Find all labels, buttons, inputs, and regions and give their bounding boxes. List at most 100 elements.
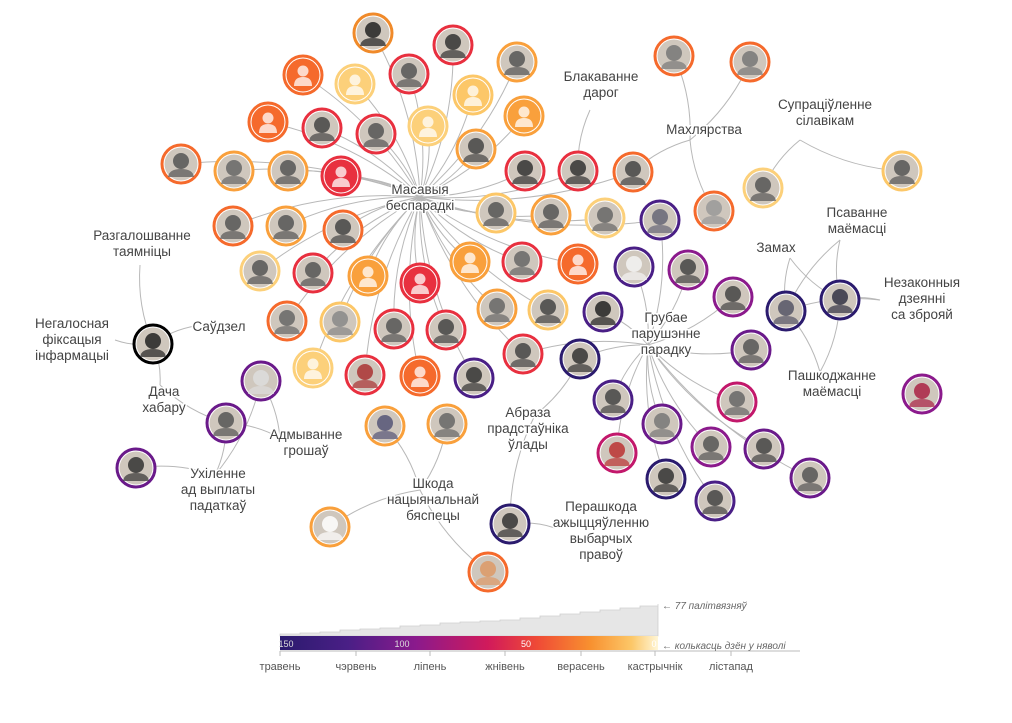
- prisoner-node[interactable]: [240, 360, 282, 402]
- face-shoulders-icon: [327, 327, 353, 335]
- prisoner-node[interactable]: [292, 252, 334, 294]
- prisoner-node[interactable]: [716, 381, 758, 423]
- prisoner-node[interactable]: [730, 329, 772, 371]
- prisoner-node[interactable]: [455, 128, 497, 170]
- prisoner-node[interactable]: [641, 403, 683, 445]
- prisoner-node[interactable]: [399, 355, 441, 397]
- prisoner-node[interactable]: [334, 63, 376, 105]
- prisoner-node[interactable]: [449, 241, 491, 283]
- prisoner-node[interactable]: [639, 199, 681, 241]
- prisoner-node[interactable]: [319, 301, 361, 343]
- prisoner-node[interactable]: [765, 290, 807, 332]
- prisoner-node[interactable]: [453, 357, 495, 399]
- prisoner-node[interactable]: [819, 279, 861, 321]
- prisoner-node[interactable]: [503, 95, 545, 137]
- prisoner-node[interactable]: [496, 41, 538, 83]
- prisoner-node[interactable]: [347, 255, 389, 297]
- prisoner-node[interactable]: [388, 53, 430, 95]
- prisoner-node[interactable]: [693, 190, 735, 232]
- prisoner-node[interactable]: [501, 241, 543, 283]
- prisoner-node[interactable]: [467, 551, 509, 593]
- prisoner-node[interactable]: [742, 167, 784, 209]
- prisoner-node[interactable]: [115, 447, 157, 489]
- prisoner-node[interactable]: [213, 150, 255, 192]
- prisoner-node[interactable]: [160, 143, 202, 185]
- prisoner-node[interactable]: [901, 373, 943, 415]
- prisoner-node[interactable]: [612, 151, 654, 193]
- charge-label-security: Шкода нацыянальнай бяспецы: [387, 476, 479, 523]
- prisoner-node[interactable]: [425, 309, 467, 351]
- prisoner-node[interactable]: [592, 379, 634, 421]
- prisoner-node[interactable]: [344, 354, 386, 396]
- prisoner-node[interactable]: [322, 209, 364, 251]
- prisoner-node[interactable]: [557, 243, 599, 285]
- face-shoulders-icon: [317, 532, 343, 540]
- prisoner-node[interactable]: [584, 197, 626, 239]
- charge-label-line: бяспецы: [406, 508, 460, 523]
- prisoner-node[interactable]: [265, 205, 307, 247]
- prisoner-node[interactable]: [476, 288, 518, 330]
- prisoner-node[interactable]: [557, 150, 599, 192]
- prisoner-node-layer: [115, 12, 943, 593]
- face-head-icon: [332, 311, 348, 327]
- prisoner-node[interactable]: [743, 428, 785, 470]
- face-head-icon: [480, 561, 496, 577]
- charge-label-line: Грубае: [644, 310, 687, 325]
- prisoner-node[interactable]: [667, 249, 709, 291]
- prisoner-node[interactable]: [559, 338, 601, 380]
- prisoner-node[interactable]: [789, 457, 831, 499]
- prisoner-node[interactable]: [712, 276, 754, 318]
- prisoner-node[interactable]: [239, 250, 281, 292]
- prisoner-node[interactable]: [694, 480, 736, 522]
- face-shoulders-icon: [396, 79, 422, 87]
- prisoner-node[interactable]: [266, 300, 308, 342]
- silhouette-body-icon: [304, 370, 322, 379]
- prisoner-node[interactable]: [373, 308, 415, 350]
- prisoner-node[interactable]: [282, 54, 324, 96]
- prisoner-node[interactable]: [132, 323, 174, 365]
- prisoner-node[interactable]: [502, 333, 544, 375]
- face-shoulders-icon: [372, 431, 398, 439]
- prisoner-node[interactable]: [267, 150, 309, 192]
- prisoner-node[interactable]: [729, 41, 771, 83]
- prisoner-node[interactable]: [645, 458, 687, 500]
- prisoner-node[interactable]: [653, 35, 695, 77]
- face-shoulders-icon: [604, 458, 630, 466]
- prisoner-node[interactable]: [432, 24, 474, 66]
- prisoner-node[interactable]: [613, 246, 655, 288]
- month-label: верасень: [557, 661, 605, 673]
- face-shoulders-icon: [512, 176, 538, 184]
- prisoner-node[interactable]: [475, 192, 517, 234]
- prisoner-node[interactable]: [426, 403, 468, 445]
- prisoner-node[interactable]: [596, 432, 638, 474]
- prisoner-node[interactable]: [292, 347, 334, 389]
- face-shoulders-icon: [504, 67, 530, 75]
- charge-label-line: інфармацыі: [35, 348, 109, 363]
- prisoner-node[interactable]: [504, 150, 546, 192]
- prisoner-node[interactable]: [320, 155, 362, 197]
- scale-tick-50: 50: [521, 639, 531, 649]
- prisoner-node[interactable]: [881, 150, 923, 192]
- charge-label-line: сілавікам: [796, 113, 854, 128]
- prisoner-node[interactable]: [309, 506, 351, 548]
- prisoner-node[interactable]: [247, 101, 289, 143]
- face-shoulders-icon: [827, 305, 853, 313]
- prisoner-node[interactable]: [352, 12, 394, 54]
- prisoner-node[interactable]: [690, 426, 732, 468]
- prisoner-node[interactable]: [407, 105, 449, 147]
- face-shoulders-icon: [300, 278, 326, 286]
- prisoner-node[interactable]: [489, 503, 531, 545]
- prisoner-node[interactable]: [530, 194, 572, 236]
- face-shoulders-icon: [565, 176, 591, 184]
- prisoner-node[interactable]: [452, 74, 494, 116]
- prisoner-node[interactable]: [364, 405, 406, 447]
- prisoner-node[interactable]: [212, 205, 254, 247]
- face-head-icon: [502, 513, 518, 529]
- face-shoulders-icon: [434, 429, 460, 437]
- prisoner-node[interactable]: [205, 402, 247, 444]
- prisoner-node[interactable]: [399, 262, 441, 304]
- prisoner-node[interactable]: [355, 113, 397, 155]
- prisoner-node[interactable]: [582, 291, 624, 333]
- prisoner-node[interactable]: [527, 289, 569, 331]
- prisoner-node[interactable]: [301, 107, 343, 149]
